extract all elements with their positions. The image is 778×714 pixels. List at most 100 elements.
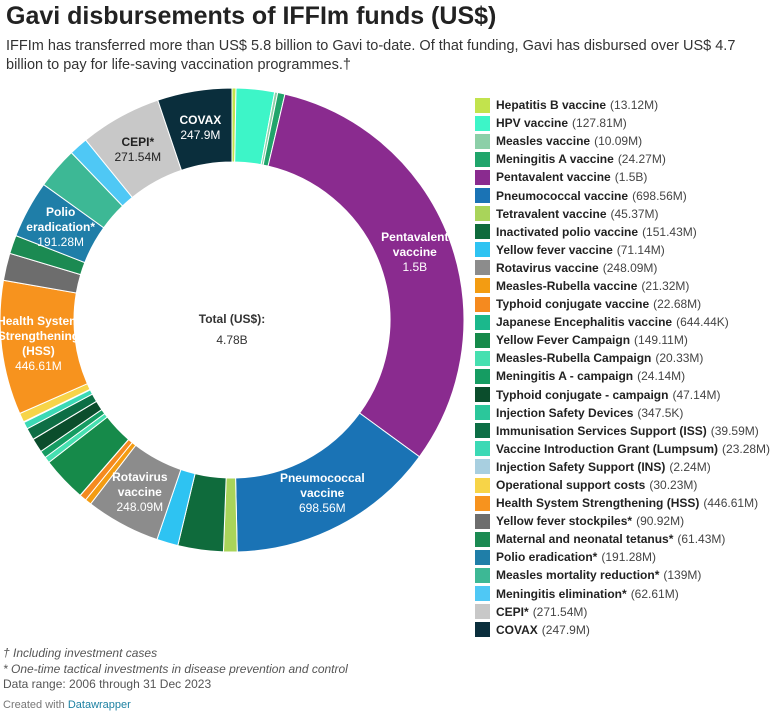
legend-swatch: [475, 513, 490, 529]
legend-value: (271.54M): [532, 604, 588, 619]
legend-label: Injection Safety Support (INS): [496, 459, 666, 474]
legend-label: Yellow Fever Campaign: [496, 333, 631, 348]
legend-label: COVAX: [496, 622, 538, 637]
legend-label: Meningitis elimination*: [496, 586, 627, 601]
legend-value: (139M): [663, 568, 702, 583]
legend-swatch: [475, 260, 490, 276]
legend-value: (47.14M): [672, 387, 721, 402]
legend-label: Rotavirus vaccine: [496, 260, 599, 275]
credit-prefix: Created with: [3, 699, 65, 711]
chart-legend: Hepatitis B vaccine (13.12M) HPV vaccine (1…: [475, 96, 775, 639]
legend-item: Hepatitis B vaccine (13.12M): [475, 96, 775, 114]
slice-label-line: 271.54M: [114, 150, 161, 164]
legend-swatch: [475, 332, 490, 348]
slice-label-line: vaccine: [300, 486, 344, 500]
legend-swatch: [475, 549, 490, 565]
legend-swatch: [475, 115, 490, 131]
legend-item: Typhoid conjugate vaccine (22.68M): [475, 295, 775, 313]
legend-swatch: [475, 405, 490, 421]
legend-label: Measles vaccine: [496, 134, 591, 149]
legend-swatch: [475, 477, 490, 493]
legend-value: (1.5B): [614, 170, 648, 185]
slice-label-line: 191.28M: [37, 235, 84, 249]
legend-item: Typhoid conjugate - campaign (47.14M): [475, 386, 775, 404]
donut-slices: [0, 87, 465, 553]
legend-swatch: [475, 188, 490, 204]
legend-value: (22.68M): [653, 297, 702, 312]
slice-label-line: 698.56M: [299, 501, 346, 515]
legend-label: Pneumococcal vaccine: [496, 188, 629, 203]
legend-item: Pentavalent vaccine (1.5B): [475, 168, 775, 186]
legend-label: Yellow fever stockpiles*: [496, 514, 633, 529]
legend-item: Yellow Fever Campaign (149.11M): [475, 331, 775, 349]
star-note: * One-time tactical investments in disea…: [3, 661, 348, 676]
legend-value: (151.43M): [642, 224, 697, 239]
slice-label-line: (HSS): [22, 344, 55, 358]
legend-item: Measles-Rubella vaccine (21.32M): [475, 277, 775, 295]
slice-label: COVAX 247.9M: [179, 113, 221, 142]
legend-swatch: [475, 423, 490, 439]
legend-value: (62.61M): [630, 586, 679, 601]
legend-swatch: [475, 151, 490, 167]
slice-label-line: CEPI*: [121, 135, 154, 149]
slice-label-line: Pentavalent: [381, 230, 448, 244]
legend-item: Yellow fever stockpiles* (90.92M): [475, 512, 775, 530]
legend-label: Maternal and neonatal tetanus*: [496, 532, 674, 547]
legend-item: Meningitis elimination* (62.61M): [475, 585, 775, 603]
legend-swatch: [475, 604, 490, 620]
legend-value: (10.09M): [594, 134, 643, 149]
legend-item: Injection Safety Support (INS) (2.24M): [475, 458, 775, 476]
slice-label-line: Strengthening: [0, 329, 79, 343]
legend-label: Meningitis A - campaign: [496, 369, 634, 384]
legend-value: (127.81M): [572, 116, 627, 131]
legend-value: (191.28M): [601, 550, 657, 565]
legend-value: (21.32M): [641, 278, 690, 293]
legend-label: Health System Strengthening (HSS): [496, 496, 700, 511]
legend-label: Japanese Encephalitis vaccine: [496, 315, 673, 330]
slice-label-line: vaccine: [393, 245, 437, 259]
legend-item: Maternal and neonatal tetanus* (61.43M): [475, 530, 775, 548]
slice-label-line: vaccine: [118, 485, 162, 499]
legend-item: Vaccine Introduction Grant (Lumpsum) (23.…: [475, 440, 775, 458]
slice-label-line: 247.9M: [180, 128, 220, 142]
legend-item: Measles mortality reduction* (139M): [475, 566, 775, 584]
legend-swatch: [475, 495, 490, 511]
legend-label: Tetravalent vaccine: [496, 206, 607, 221]
legend-value: (247.9M): [541, 622, 590, 637]
chart-subtitle: IFFIm has transferred more than US$ 5.8 …: [6, 38, 736, 73]
legend-swatch: [475, 459, 490, 475]
slice-label: Rotavirus vaccine 248.09M: [112, 470, 168, 514]
legend-label: Measles-Rubella Campaign: [496, 351, 652, 366]
legend-item: Yellow fever vaccine (71.14M): [475, 241, 775, 259]
legend-label: Operational support costs: [496, 478, 646, 493]
data-range-note: Data range: 2006 through 31 Dec 2023: [3, 677, 212, 691]
legend-value: (45.37M): [610, 206, 659, 221]
legend-swatch: [475, 242, 490, 258]
legend-swatch: [475, 622, 490, 638]
credit-line: Created with Datawrapper: [3, 699, 131, 711]
legend-label: Polio eradication*: [496, 550, 598, 565]
slice-label-line: 1.5B: [402, 260, 427, 274]
slice-label-line: COVAX: [179, 113, 221, 127]
legend-item: Measles-Rubella Campaign (20.33M): [475, 349, 775, 367]
legend-item: Meningitis A vaccine (24.27M): [475, 150, 775, 168]
slice-label: Polio eradication* 191.28M: [26, 205, 95, 249]
legend-label: Measles mortality reduction*: [496, 568, 660, 583]
legend-label: Meningitis A vaccine: [496, 152, 614, 167]
slice: [267, 93, 465, 458]
legend-label: Typhoid conjugate vaccine: [496, 297, 650, 312]
datawrapper-link[interactable]: Datawrapper: [67, 699, 131, 711]
legend-item: Tetravalent vaccine (45.37M): [475, 205, 775, 223]
slice-label-line: Polio: [46, 205, 75, 219]
legend-swatch: [475, 278, 490, 294]
legend-label: Injection Safety Devices: [496, 405, 634, 420]
legend-value: (71.14M): [616, 242, 665, 257]
legend-value: (13.12M): [610, 98, 659, 113]
legend-swatch: [475, 387, 490, 403]
legend-item: Health System Strengthening (HSS) (446.61…: [475, 494, 775, 512]
slice-label-line: Pneumococcal: [280, 471, 365, 485]
legend-label: Typhoid conjugate - campaign: [496, 387, 669, 402]
legend-item: CEPI* (271.54M): [475, 603, 775, 621]
legend-value: (149.11M): [634, 333, 688, 348]
